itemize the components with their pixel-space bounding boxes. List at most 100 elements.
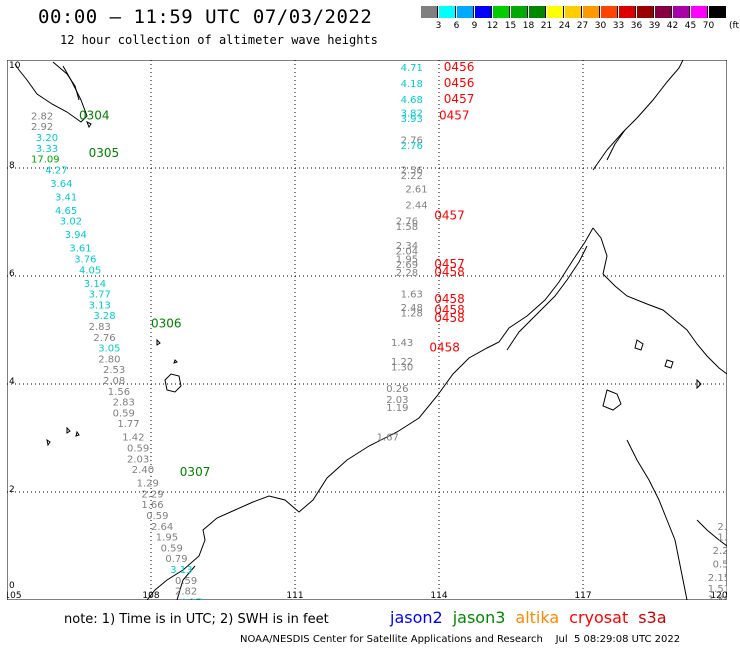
wave-height-value: 0.59 — [161, 543, 183, 554]
wave-height-value: 2.76 — [401, 141, 423, 152]
wave-height-value: 1.56 — [108, 387, 130, 398]
lat-tick-label: 0 — [9, 581, 15, 591]
pass-labels: 0304 0305 0306 0307 0456 0456 0457 0457 0457 0457… — [79, 60, 474, 479]
legend-swatch — [529, 6, 546, 18]
legend-swatch-label: 42 — [666, 21, 679, 31]
wave-height-value: 3.14 — [84, 279, 106, 290]
legend-swatch — [583, 6, 600, 18]
wave-height-value: 4.17 — [180, 597, 202, 600]
legend-swatch — [637, 6, 654, 18]
wave-height-value: 3.61 — [69, 244, 91, 255]
satellite-s3a: s3a — [638, 608, 667, 627]
wave-height-value: 2.76 — [93, 333, 115, 344]
pass-time-label: 0457 — [439, 108, 470, 122]
wave-height-value: 0.59 — [713, 560, 727, 571]
island-natuna-small — [156, 338, 178, 364]
pass-time-label: 0307 — [180, 465, 211, 479]
lat-lon-grid — [7, 60, 727, 600]
legend-swatch-label: 15 — [504, 21, 517, 31]
wave-height-value: 4.27 — [45, 165, 67, 176]
legend-swatch — [655, 6, 672, 18]
island-natuna — [164, 373, 182, 393]
wave-height-value: 3.82 — [401, 109, 423, 120]
legend-swatch — [511, 6, 528, 18]
lon-tick-label: 105 — [7, 591, 22, 600]
wave-height-value: 2.8 — [717, 522, 727, 533]
wave-height-value: 0.59 — [127, 444, 149, 455]
legend-swatch — [475, 6, 492, 18]
map-title: 00:00 – 11:59 UTC 07/03/2022 — [38, 6, 373, 28]
pass-time-label: 0458 — [434, 303, 465, 317]
pass-time-label: 0456 — [444, 60, 475, 74]
wave-height-value: 2.08 — [103, 376, 125, 387]
wave-height-value: 2.92 — [31, 122, 53, 133]
wave-height-value: 2.83 — [113, 398, 135, 409]
pass-time-label: 0456 — [444, 76, 475, 90]
legend-swatch-label: 21 — [540, 21, 553, 31]
lat-tick-label: 8 — [9, 161, 15, 171]
wave-height-value: 1.95 — [156, 533, 178, 544]
wave-height-value: 2.44 — [405, 201, 427, 212]
pass-time-label: 0458 — [434, 311, 465, 325]
legend-swatch-label: 9 — [471, 21, 478, 31]
wave-height-value: 4.65 — [55, 206, 77, 217]
wave-height-value: 1.51 — [708, 584, 727, 595]
coast-mindoro-inner — [606, 129, 626, 161]
legend-swatch — [493, 6, 510, 18]
satellite-cryosat: cryosat — [569, 608, 629, 627]
wave-height-value: 2.03 — [127, 454, 149, 465]
legend-swatch-label: 33 — [612, 21, 625, 31]
wave-height-value: 4.71 — [401, 63, 423, 74]
pass-time-label: 0457 — [434, 257, 465, 271]
wave-height-value: 3.33 — [36, 144, 58, 155]
units-note: note: 1) Time is in UTC; 2) SWH is in fe… — [64, 612, 329, 627]
legend-swatch-label: 18 — [522, 21, 535, 31]
pass-time-label: 0304 — [79, 108, 110, 122]
legend-swatch-label: 27 — [576, 21, 589, 31]
wave-height-value: 3.13 — [170, 565, 192, 576]
wave-height-value: 0.26 — [386, 384, 408, 395]
coast-mekong-delta — [52, 61, 80, 101]
lat-tick-label: 4 — [9, 377, 15, 387]
pass-time-label: 0458 — [429, 341, 460, 355]
coastline — [14, 60, 727, 600]
wave-height-value: 2.82 — [175, 587, 197, 598]
wave-height-value: 3.05 — [98, 344, 120, 355]
legend-swatch — [547, 6, 564, 18]
wave-height-value: 17.09 — [31, 155, 60, 166]
wave-height-value: 1.63 — [401, 290, 423, 301]
coast-palawan — [506, 245, 588, 351]
lon-tick-label: 111 — [286, 591, 303, 600]
wave-height-value: 2.03 — [386, 395, 408, 406]
pass-time-label: 0305 — [89, 146, 120, 160]
wave-height-value: 3.20 — [36, 133, 58, 144]
legend-swatch-label: 30 — [594, 21, 607, 31]
pass-time-label: 0458 — [434, 292, 465, 306]
pass-time-label: 0306 — [151, 316, 182, 330]
wave-height-value: 1.77 — [117, 419, 139, 430]
legend-swatch — [439, 6, 456, 18]
wave-height-value: 2.76 — [401, 136, 423, 147]
satellite-altika: altika — [515, 608, 560, 627]
lat-tick-label: 2 — [9, 485, 15, 495]
wave-height-value: 2.04 — [396, 246, 418, 257]
wave-height-value: 2.56 — [401, 165, 423, 176]
legend-swatch-label: 24 — [558, 21, 571, 31]
legend-swatch — [457, 6, 474, 18]
legend-swatch-label: 36 — [630, 21, 643, 31]
coast-borneo — [146, 227, 594, 600]
wave-height-value: 3.76 — [74, 255, 96, 266]
legend-swatch-label: 39 — [648, 21, 661, 31]
wave-height-value: 1.43 — [391, 338, 413, 349]
wave-height-value: 3.28 — [93, 311, 115, 322]
wave-height-value: 2.80 — [98, 354, 120, 365]
wave-height-value: 2.83 — [89, 322, 111, 333]
pass-time-label: 0457 — [444, 92, 475, 106]
wave-height-value: 3.94 — [65, 230, 87, 241]
legend-swatch — [619, 6, 636, 18]
wave-height-value: 4.05 — [79, 265, 101, 276]
wave-height-value: 0.59 — [175, 576, 197, 587]
legend-swatch — [673, 6, 690, 18]
wave-height-value: 4.68 — [401, 95, 423, 106]
